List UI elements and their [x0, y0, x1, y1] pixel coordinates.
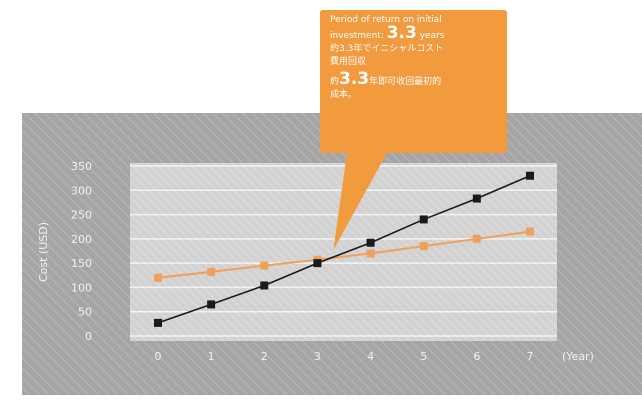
x-tick-label: 7 [527, 350, 534, 363]
series-2-point [472, 194, 481, 203]
x-tick-label: 4 [367, 350, 374, 363]
series-2-point [260, 281, 269, 290]
x-tick-label: 1 [208, 350, 215, 363]
series-line-1 [157, 230, 531, 279]
y-tick-label: 350 [71, 160, 92, 173]
x-tick-label: 0 [155, 350, 162, 363]
y-tick-label: 300 [71, 184, 92, 197]
x-tick-label: 5 [420, 350, 427, 363]
x-tick-label: 3 [314, 350, 321, 363]
y-tick-label: 150 [71, 257, 92, 270]
callout-bubble [320, 10, 507, 250]
x-tick-label: 2 [261, 350, 268, 363]
y-tick-label: 0 [85, 330, 92, 343]
x-tick-label: 6 [473, 350, 480, 363]
series-1-point [260, 261, 269, 270]
series-2-point [366, 238, 375, 247]
callout-value-years: 3.3 [386, 23, 417, 43]
y-tick-labels: 0 50 100 150 200 250 300 350 [71, 160, 92, 343]
series-1-point [472, 234, 481, 243]
series-1-point [366, 249, 375, 258]
y-tick-label: 50 [78, 306, 92, 319]
callout-value-years-cn: 3.3 [339, 69, 370, 89]
y-tick-label: 200 [71, 233, 92, 246]
callout-line-2-prefix: investment: [330, 31, 387, 41]
series-2-point [154, 318, 162, 327]
callout-text: Period of return on initial investment: … [330, 14, 510, 102]
series-2-point [313, 259, 322, 268]
series-1-point [419, 242, 428, 251]
y-axis-title: Cost (USD) [37, 222, 50, 282]
callout-line-2: investment: 3.3 years [330, 25, 510, 43]
callout-line-5-prefix: 約 [330, 77, 340, 87]
y-tick-label: 250 [71, 209, 92, 222]
callout-line-1: Period of return on initial [330, 15, 442, 25]
series-2-point [526, 171, 534, 180]
series-2-point [419, 215, 428, 224]
callout-line-2-suffix: years [416, 31, 445, 41]
series-1-point [154, 273, 162, 282]
callout-line-5: 約3.3年即可收回最初的 [330, 71, 510, 89]
x-tick-labels: 0 1 2 3 4 5 6 7 [155, 350, 534, 363]
callout-line-4: 費用回収 [330, 57, 367, 67]
y-tick-label: 100 [71, 281, 92, 294]
series-1-point [207, 267, 216, 276]
series-layer [154, 171, 534, 327]
callout-line-5-suffix: 年即可收回最初的 [369, 77, 442, 87]
series-2-point [207, 300, 216, 309]
x-axis-unit-label: (Year) [562, 350, 594, 363]
series-1-point [526, 227, 534, 236]
callout-line-6: 成本。 [330, 90, 358, 100]
callout-line-3: 約3.3年でイニシャルコスト [330, 44, 444, 54]
series-line-2 [157, 174, 531, 324]
